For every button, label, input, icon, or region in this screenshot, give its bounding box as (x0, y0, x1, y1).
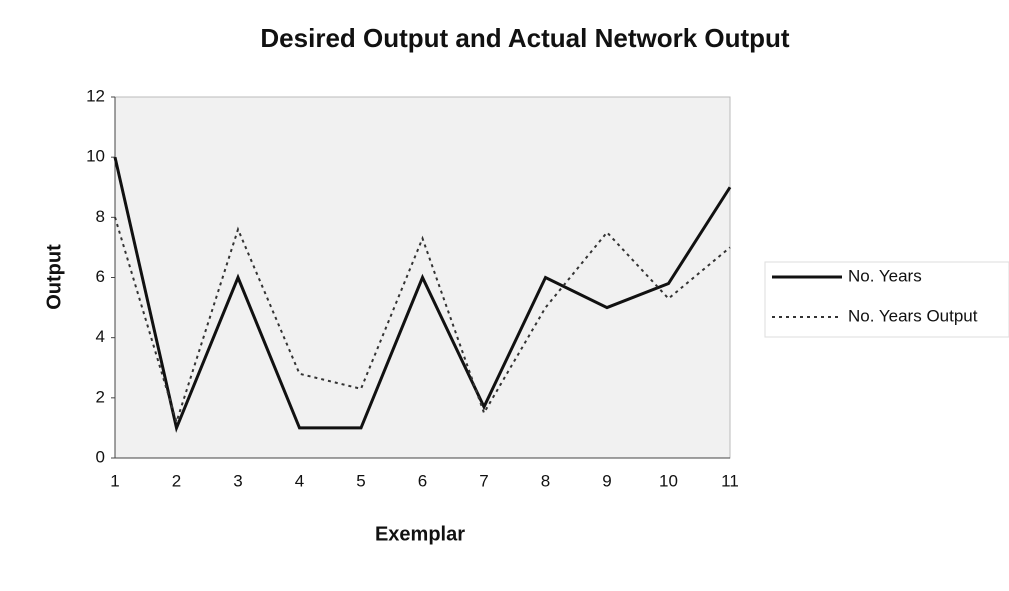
legend (764, 261, 1009, 338)
x-tick-label: 11 (721, 471, 739, 490)
x-axis-title: Exemplar (375, 523, 465, 545)
y-tick-label: 12 (86, 86, 105, 105)
y-tick-label: 2 (96, 387, 105, 406)
x-tick-label: 2 (172, 471, 181, 490)
x-tick-label: 1 (110, 471, 119, 490)
y-tick-label: 0 (96, 447, 105, 466)
x-tick-label: 5 (356, 471, 365, 490)
x-tick-label: 6 (418, 471, 427, 490)
x-tick-label: 3 (233, 471, 242, 490)
chart-title: Desired Output and Actual Network Output (260, 23, 790, 53)
legend-label: No. Years Output (848, 306, 978, 325)
y-tick-label: 4 (96, 327, 105, 346)
series-line (113, 156, 732, 433)
y-axis-title: Output (43, 244, 65, 310)
y-tick-label: 6 (96, 267, 105, 286)
y-tick-label: 8 (96, 207, 105, 226)
y-tick-label: 10 (86, 147, 105, 166)
x-tick-label: 4 (295, 471, 304, 490)
x-tick-label: 9 (602, 471, 611, 490)
legend-label: No. Years (848, 266, 922, 285)
x-tick-label: 8 (541, 471, 550, 490)
series-line (114, 217, 731, 426)
x-tick-label: 10 (659, 471, 678, 490)
x-tick-label: 7 (479, 471, 488, 490)
